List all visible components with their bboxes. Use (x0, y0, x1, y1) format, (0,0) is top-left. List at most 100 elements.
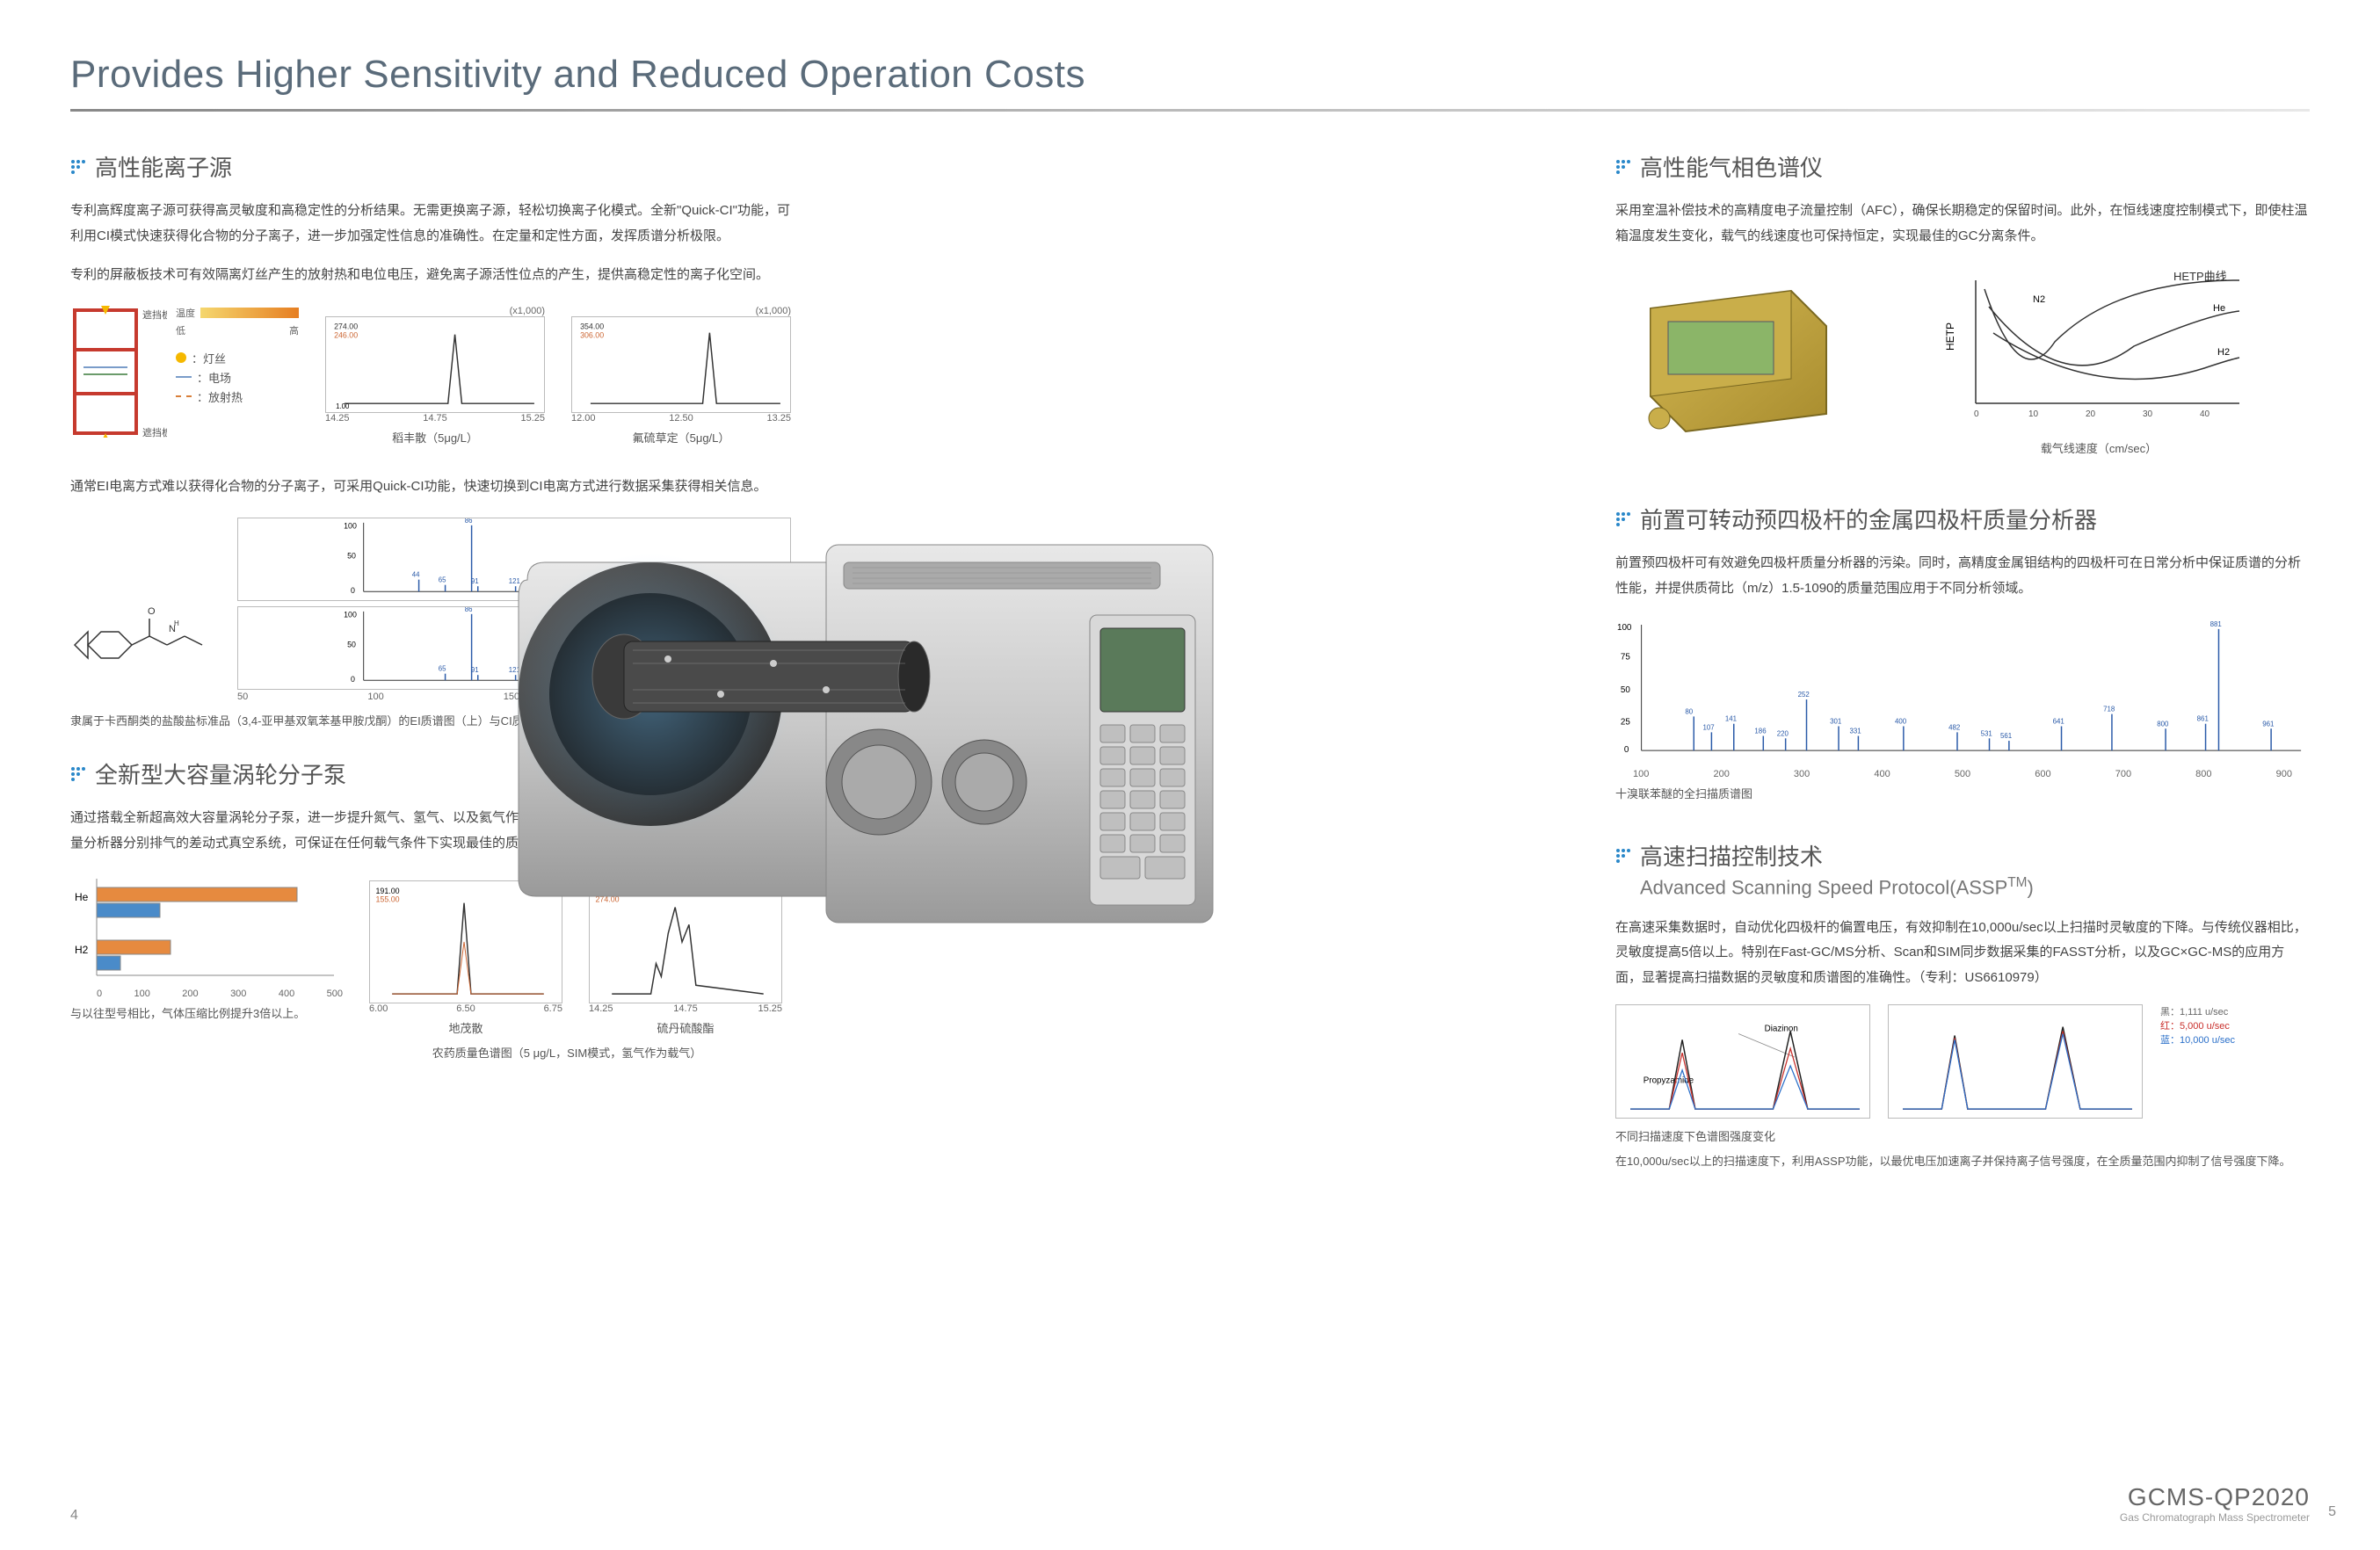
legend-heat-swatch (176, 395, 192, 397)
svg-text:He: He (2213, 303, 2225, 314)
svg-text:H2: H2 (2217, 347, 2230, 358)
svg-text:91: 91 (471, 577, 479, 585)
assp-caption2: 在10,000u/sec以上的扫描速度下，利用ASSP功能，以最优电压加速离子并… (1615, 1152, 2310, 1171)
assp-legend: 黑：1,111 u/sec 红：5,000 u/sec 蓝：10,000 u/s… (2160, 1004, 2310, 1047)
full-scan-spectrum: 1007550250801071411862202523013314004825… (1615, 615, 2310, 804)
gc-title: 高性能气相色谱仪 (1640, 150, 1823, 183)
svg-text:100: 100 (1617, 623, 1632, 633)
svg-text:H2: H2 (75, 944, 89, 956)
section-ion-source: 高性能离子源 专利高辉度离子源可获得高灵敏度和高稳定性的分析结果。无需更换离子源… (70, 150, 791, 448)
svg-text:H: H (174, 619, 179, 627)
svg-text:He: He (75, 891, 89, 903)
svg-text:HETP: HETP (1944, 322, 1956, 351)
svg-text:107: 107 (1703, 724, 1715, 732)
svg-text:50: 50 (347, 641, 356, 649)
svg-text:155.00: 155.00 (375, 895, 399, 904)
assp-chroms: Propyzamide Diazinon (1615, 1004, 2310, 1119)
svg-text:400: 400 (1895, 718, 1907, 726)
footer-right: GCMS-QP2020 Gas Chromatograph Mass Spect… (2120, 1483, 2310, 1524)
turbo-barchart: He H2 0100200300400500 与以往型号相比，气体压缩比例提升3… (70, 870, 343, 1024)
bullet-dots-icon (1615, 159, 1631, 175)
chromatogram-1: (x1,000) 274.00 246.00 1.00 14.2514.7515… (325, 306, 545, 448)
molecule-structure-icon: O N H (70, 513, 220, 706)
gc-p1: 采用室温补偿技术的高精度电子流量控制（AFC），确保长期稳定的保留时间。此外，在… (1615, 199, 2310, 249)
svg-text:50: 50 (347, 552, 356, 561)
temp-gradient (200, 308, 299, 318)
svg-text:0: 0 (1624, 745, 1629, 755)
footer-model: GCMS-QP2020 (2120, 1483, 2310, 1511)
ion-source-p1: 专利高辉度离子源可获得高灵敏度和高稳定性的分析结果。无需更换离子源，轻松切换离子… (70, 199, 791, 249)
svg-text:遮挡板: 遮挡板 (142, 308, 167, 321)
svg-text:961: 961 (2262, 720, 2274, 728)
svg-text:246.00: 246.00 (334, 330, 358, 339)
hetp-chart: HETP曲线 HETP N2 He H2 010203040 (1888, 263, 2310, 459)
svg-text:75: 75 (1621, 653, 1630, 663)
bullet-dots-icon (1615, 848, 1631, 864)
chart2-caption: 氟硫草定（5μg/L） (571, 429, 791, 448)
svg-text:186: 186 (1754, 728, 1767, 735)
prefilter-p1: 前置预四极杆可有效避免四极杆质量分析器的污染。同时，高精度金属钼结构的四极杆可在… (1615, 551, 2310, 601)
svg-text:306.00: 306.00 (580, 330, 604, 339)
legend-filament-swatch (176, 352, 186, 363)
section-gc: 高性能气相色谱仪 采用室温补偿技术的高精度电子流量控制（AFC），确保长期稳定的… (1615, 150, 2310, 459)
svg-text:561: 561 (2000, 732, 2012, 740)
svg-text:65: 65 (439, 665, 446, 673)
legend-blue: 蓝：10,000 u/sec (2160, 1032, 2310, 1047)
bullet-dots-icon (70, 766, 86, 782)
turbo-combined-caption: 农药质量色谱图（5 μg/L，SIM模式，氢气作为载气） (343, 1044, 791, 1063)
svg-text:331: 331 (1850, 728, 1861, 735)
chart4-caption: 硫丹硫酸酯 (589, 1019, 782, 1039)
gcms-instrument-icon (492, 474, 1239, 967)
svg-text:Diazinon: Diazinon (1765, 1025, 1798, 1034)
svg-text:861: 861 (2197, 715, 2209, 723)
svg-text:65: 65 (439, 576, 446, 584)
page-number-right: 5 (2328, 1504, 2336, 1520)
afc-module-icon (1615, 273, 1844, 449)
chart1-scale: (x1,000) (325, 306, 545, 316)
svg-text:274.00: 274.00 (334, 322, 358, 330)
svg-text:O: O (148, 606, 156, 617)
svg-text:20: 20 (2086, 409, 2096, 419)
chart1-caption: 稻丰散（5μg/L） (325, 429, 545, 448)
svg-text:0: 0 (351, 586, 355, 595)
svg-text:881: 881 (2210, 620, 2222, 628)
svg-text:30: 30 (2143, 409, 2153, 419)
ion-source-title: 高性能离子源 (95, 150, 232, 183)
fullspec-caption: 十溴联苯醚的全扫描质谱图 (1615, 785, 2310, 804)
legend-red: 红：5,000 u/sec (2160, 1018, 2310, 1032)
svg-text:10: 10 (2028, 409, 2039, 419)
shield-diagram-icon: 遮挡板 遮挡板 (70, 306, 167, 438)
svg-text:220: 220 (1777, 729, 1789, 737)
chart2-scale: (x1,000) (571, 306, 791, 316)
bullet-dots-icon (1615, 511, 1631, 527)
bullet-dots-icon (70, 159, 86, 175)
turbo-title: 全新型大容量涡轮分子泵 (95, 757, 346, 790)
svg-text:N2: N2 (2033, 294, 2045, 305)
svg-text:1.00: 1.00 (336, 402, 350, 410)
svg-text:91: 91 (471, 666, 479, 674)
svg-text:80: 80 (1685, 708, 1693, 716)
svg-text:0: 0 (351, 675, 355, 684)
turbo-bar-caption: 与以往型号相比，气体压缩比例提升3倍以上。 (70, 1004, 343, 1024)
svg-text:531: 531 (1981, 729, 1992, 737)
section-prefilter: 前置可转动预四极杆的金属四极杆质量分析器 前置预四极杆可有效避免四极杆质量分析器… (1615, 503, 2310, 804)
assp-subtitle: Advanced Scanning Speed Protocol(ASSPTM) (1640, 875, 2034, 899)
svg-text:44: 44 (412, 571, 420, 579)
svg-text:25: 25 (1621, 718, 1630, 728)
assp-caption1: 不同扫描速度下色谱图强度变化 (1615, 1127, 2310, 1147)
svg-text:86: 86 (465, 607, 473, 613)
legend-black: 黑：1,111 u/sec (2160, 1004, 2310, 1018)
temp-high: 高 (289, 323, 299, 337)
assp-title: 高速扫描控制技术 (1640, 839, 1823, 872)
page-number-left: 4 (70, 1508, 78, 1524)
brochure-spread: Provides Higher Sensitivity and Reduced … (0, 0, 2380, 1550)
title-divider (70, 109, 2310, 112)
svg-text:50: 50 (1621, 685, 1630, 695)
shield-diagram-block: 遮挡板 遮挡板 温度 低 高 (70, 306, 299, 438)
legend-heat: ：放射热 (197, 388, 243, 405)
svg-text:354.00: 354.00 (580, 322, 604, 330)
svg-text:252: 252 (1798, 691, 1810, 699)
svg-text:100: 100 (344, 611, 357, 619)
assp-p1: 在高速采集数据时，自动优化四极杆的偏置电压，有效抑制在10,000u/sec以上… (1615, 916, 2310, 991)
svg-text:191.00: 191.00 (375, 887, 399, 895)
